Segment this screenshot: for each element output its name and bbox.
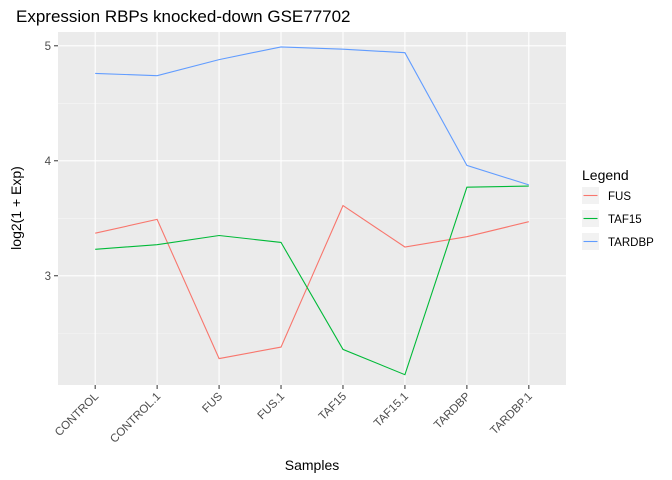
x-tick-label: TARDBP.1	[488, 391, 535, 438]
grid-minor	[58, 102, 566, 334]
chart-title: Expression RBPs knocked-down GSE77702	[16, 7, 351, 26]
grid-major	[58, 32, 566, 385]
y-tick-label: 5	[45, 41, 51, 53]
legend-label: TARDBP	[608, 237, 654, 249]
x-axis: CONTROL CONTROL.1 FUS FUS.1 TAF15 TAF15.1 TARD…	[53, 385, 535, 446]
x-tick-label: FUS.1	[256, 391, 288, 423]
series-line-taf15	[95, 185, 529, 376]
x-tick-label: CONTROL	[53, 390, 102, 439]
y-tick-label: 3	[45, 271, 51, 283]
y-tick-label: 4	[45, 156, 52, 168]
plot-panel	[58, 32, 566, 385]
x-tick-label: TAF15	[317, 391, 349, 423]
legend-label: TAF15	[608, 214, 642, 226]
series-lines	[95, 46, 529, 376]
x-tick-label: TARDBP	[432, 390, 473, 431]
x-axis-title: Samples	[285, 457, 339, 473]
legend: Legend FUS TAF15 TARDBP	[582, 167, 654, 250]
y-axis: 3 4 5	[45, 41, 58, 283]
y-axis-title: log2(1 + Exp)	[8, 166, 24, 250]
x-tick-label: CONTROL.1	[108, 391, 163, 446]
x-tick-label: TAF15.1	[372, 391, 411, 430]
series-line-tardbp	[95, 46, 529, 186]
series-line-fus	[95, 204, 529, 360]
legend-label: FUS	[608, 191, 631, 203]
x-tick-label: FUS	[200, 390, 225, 415]
legend-title: Legend	[582, 167, 629, 183]
